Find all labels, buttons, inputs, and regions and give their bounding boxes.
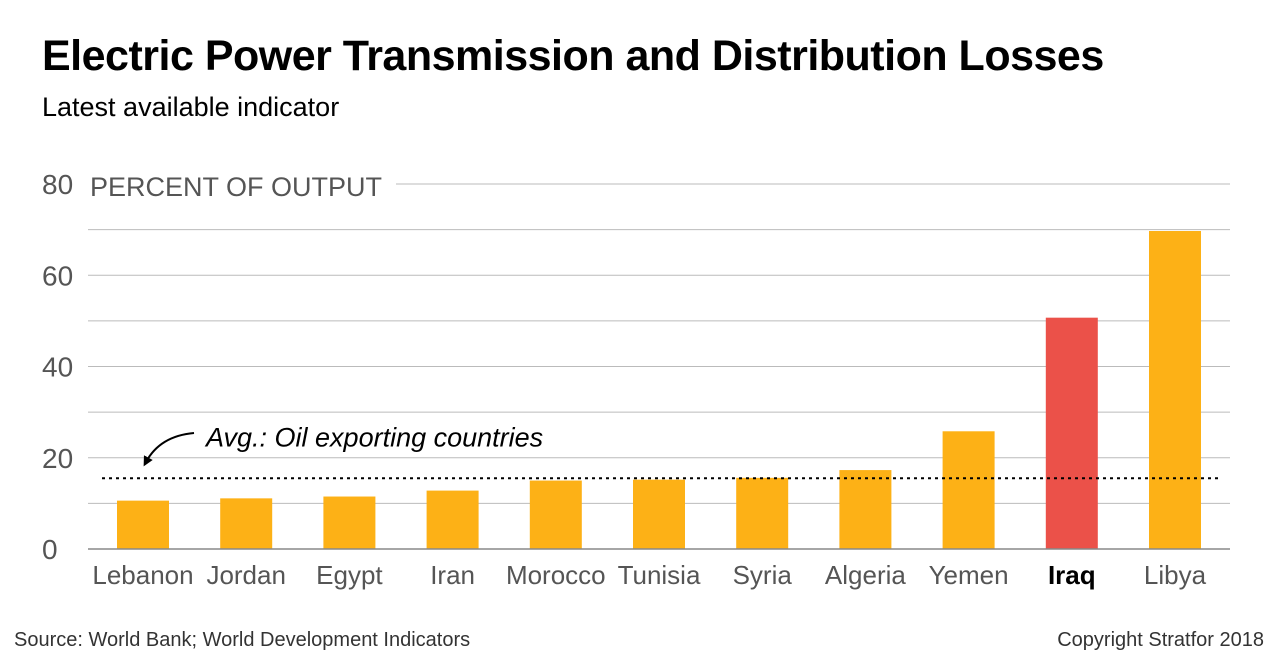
chart-subtitle: Latest available indicator <box>42 92 340 122</box>
gridlines <box>88 183 1230 504</box>
bar-iraq <box>1045 317 1098 549</box>
y-tick-label: 0 <box>42 534 58 565</box>
bars <box>117 230 1201 549</box>
x-tick-label: Yemen <box>929 560 1009 590</box>
reference-line-group: Avg.: Oil exporting countries <box>102 422 1222 480</box>
chart-title: Electric Power Transmission and Distribu… <box>42 32 1104 80</box>
reference-line-label: Avg.: Oil exporting countries <box>204 422 543 452</box>
x-tick-label: Libya <box>1144 560 1207 590</box>
x-axis-ticks: Lebanon Jordan Egypt Iran Morocco Tunisia Syri… <box>92 560 1206 590</box>
bar-morocco <box>529 480 582 549</box>
bar-iran <box>426 490 479 549</box>
bar-egypt <box>323 496 376 549</box>
y-tick-label: 60 <box>42 260 73 291</box>
bar-tunisia <box>633 479 685 549</box>
bar-jordan <box>220 498 273 549</box>
bar-yemen <box>942 431 995 549</box>
x-tick-label: Syria <box>733 560 793 590</box>
bar-syria <box>736 477 789 549</box>
x-tick-label: Egypt <box>316 560 383 590</box>
copyright-note: Copyright Stratfor 2018 <box>1057 629 1264 651</box>
x-tick-label: Morocco <box>506 560 606 590</box>
y-axis-ticks: 0 20 40 60 80 <box>42 169 73 565</box>
x-tick-label: Iran <box>430 560 475 590</box>
x-tick-label: Iraq <box>1048 560 1096 590</box>
reference-arrow <box>143 432 195 467</box>
x-tick-label: Jordan <box>206 560 286 590</box>
bar-libya <box>1149 230 1201 549</box>
x-tick-label: Tunisia <box>618 560 701 590</box>
bar-lebanon <box>117 500 169 549</box>
source-note: Source: World Bank; World Development In… <box>14 629 471 651</box>
x-tick-label: Lebanon <box>92 560 193 590</box>
y-tick-label: 20 <box>42 443 73 474</box>
bar-algeria <box>839 470 892 549</box>
y-tick-label: 40 <box>42 352 73 383</box>
y-axis-label: PERCENT OF OUTPUT <box>90 172 382 202</box>
x-tick-label: Algeria <box>825 560 906 590</box>
y-tick-label: 80 <box>42 169 73 200</box>
